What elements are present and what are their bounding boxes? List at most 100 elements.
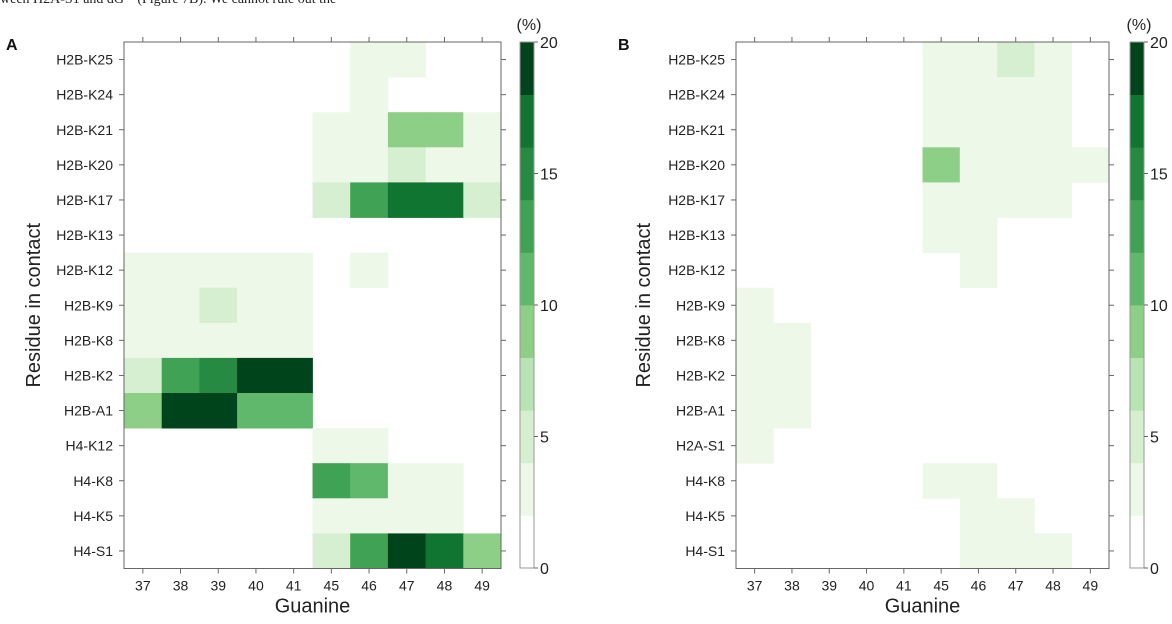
heatmap-cell	[922, 217, 961, 253]
heatmap-cell	[312, 463, 351, 499]
heatmap-cell	[463, 182, 502, 218]
heatmap-cell	[736, 322, 774, 359]
heatmap-cell	[959, 42, 998, 78]
heatmap-cell	[1034, 77, 1073, 113]
y-tick-label: H2B-K17	[56, 192, 113, 208]
heatmap-cell	[922, 42, 961, 78]
heatmap-cell	[350, 112, 389, 148]
colorbar-bin	[1130, 252, 1144, 306]
heatmap-cell	[773, 322, 811, 359]
x-tick-label: 37	[135, 578, 151, 594]
x-tick-label: 46	[361, 578, 377, 594]
colorbar-bin	[520, 252, 534, 306]
x-tick-label: 45	[324, 578, 340, 594]
heatmap-cell	[959, 112, 998, 148]
y-tick-label: H2B-K25	[56, 52, 113, 68]
x-tick-label: 48	[1045, 578, 1061, 594]
heatmap-cell	[161, 287, 200, 324]
x-tick-label: 49	[1083, 578, 1099, 594]
heatmap-cell	[161, 357, 200, 394]
heatmap-cell	[387, 533, 426, 569]
heatmap-cell	[773, 393, 811, 429]
heatmap-cell	[350, 182, 389, 218]
heatmap-cell	[199, 252, 238, 289]
y-tick-label: H4-K8	[685, 473, 725, 489]
colorbar-bin	[520, 305, 534, 358]
heatmap-cell	[161, 322, 200, 359]
heatmap-cell	[350, 252, 389, 289]
heatmap-cell	[387, 147, 426, 183]
heatmap-cell	[312, 147, 351, 183]
panel-label: B	[618, 37, 630, 54]
heatmap-cell	[959, 252, 998, 289]
y-tick-label: H2B-K20	[668, 157, 725, 173]
colorbar-bin	[1130, 199, 1144, 253]
x-tick-label: 45	[933, 578, 949, 594]
heatmap-cell	[124, 322, 163, 359]
heatmap-cell	[350, 498, 389, 534]
y-tick-label: H2B-K25	[668, 52, 725, 68]
heatmap-cell	[922, 147, 961, 183]
y-tick-label: H2A-S1	[676, 438, 725, 454]
heatmap-cell	[312, 428, 351, 464]
heatmap-cell	[959, 533, 998, 569]
colorbar-tick-label: 20	[1150, 35, 1168, 52]
heatmap-cell	[463, 147, 502, 183]
heatmap-cell	[736, 357, 774, 394]
heatmap-cell	[124, 393, 163, 429]
y-tick-label: H4-K12	[66, 438, 114, 454]
heatmap-cell	[463, 112, 502, 148]
heatmap-cell	[387, 463, 426, 499]
colorbar-bin	[520, 515, 534, 569]
colorbar-tick-label: 10	[540, 298, 558, 315]
heatmap-cell	[199, 393, 238, 429]
heatmap-cell	[997, 77, 1035, 113]
heatmap-cell	[387, 112, 426, 148]
heatmap-cell	[274, 252, 313, 289]
heatmap-cell	[773, 357, 811, 394]
colorbar-bin	[520, 462, 534, 516]
heatmap-cell	[425, 147, 464, 183]
heatmap-cell	[922, 77, 961, 113]
heatmap-cell	[425, 182, 464, 218]
y-tick-label: H2B-K8	[676, 332, 725, 348]
colorbar-bin	[1130, 147, 1144, 201]
heatmap-cell	[237, 287, 276, 324]
heatmap-cell	[736, 287, 774, 324]
y-tick-label: H2B-K2	[64, 367, 113, 383]
x-tick-label: 38	[784, 578, 800, 594]
heatmap-cell	[997, 112, 1035, 148]
heatmap-cell	[350, 42, 389, 78]
y-tick-label: H2B-A1	[676, 403, 725, 419]
heatmap-cell	[1034, 147, 1073, 183]
heatmap-cell	[124, 252, 163, 289]
y-tick-label: H2B-K2	[676, 367, 725, 383]
colorbar-bin	[520, 42, 534, 95]
heatmap-cell	[237, 357, 276, 394]
x-axis-title: Guanine	[885, 596, 961, 618]
heatmap-cell	[922, 182, 961, 218]
y-tick-label: H2B-K13	[56, 227, 113, 243]
heatmap-cell	[274, 322, 313, 359]
heatmap-cell	[274, 287, 313, 324]
colorbar-bin	[1130, 357, 1144, 411]
y-tick-label: H2B-K24	[56, 87, 113, 103]
colorbar-bin	[1130, 462, 1144, 516]
heatmap-cell	[959, 182, 998, 218]
x-tick-label: 47	[1008, 578, 1024, 594]
heatmap-cell	[161, 393, 200, 429]
heatmap-cell	[350, 428, 389, 464]
colorbar-tick-label: 0	[540, 561, 549, 578]
heatmap-cell	[959, 463, 998, 499]
y-tick-label: H2B-K21	[56, 122, 113, 138]
heatmap-cell	[199, 287, 238, 324]
caption-fragment: ween H2A-S1 and dG¹⁰ (Figure 7B). We can…	[0, 0, 336, 9]
y-tick-label: H4-K5	[73, 508, 113, 524]
y-tick-label: H2B-K24	[668, 87, 725, 103]
heatmap-cell	[237, 252, 276, 289]
heatmap-cell	[959, 77, 998, 113]
heatmap-cell	[312, 112, 351, 148]
heatmap-cell	[463, 533, 502, 569]
heatmap-cell	[1034, 112, 1073, 148]
